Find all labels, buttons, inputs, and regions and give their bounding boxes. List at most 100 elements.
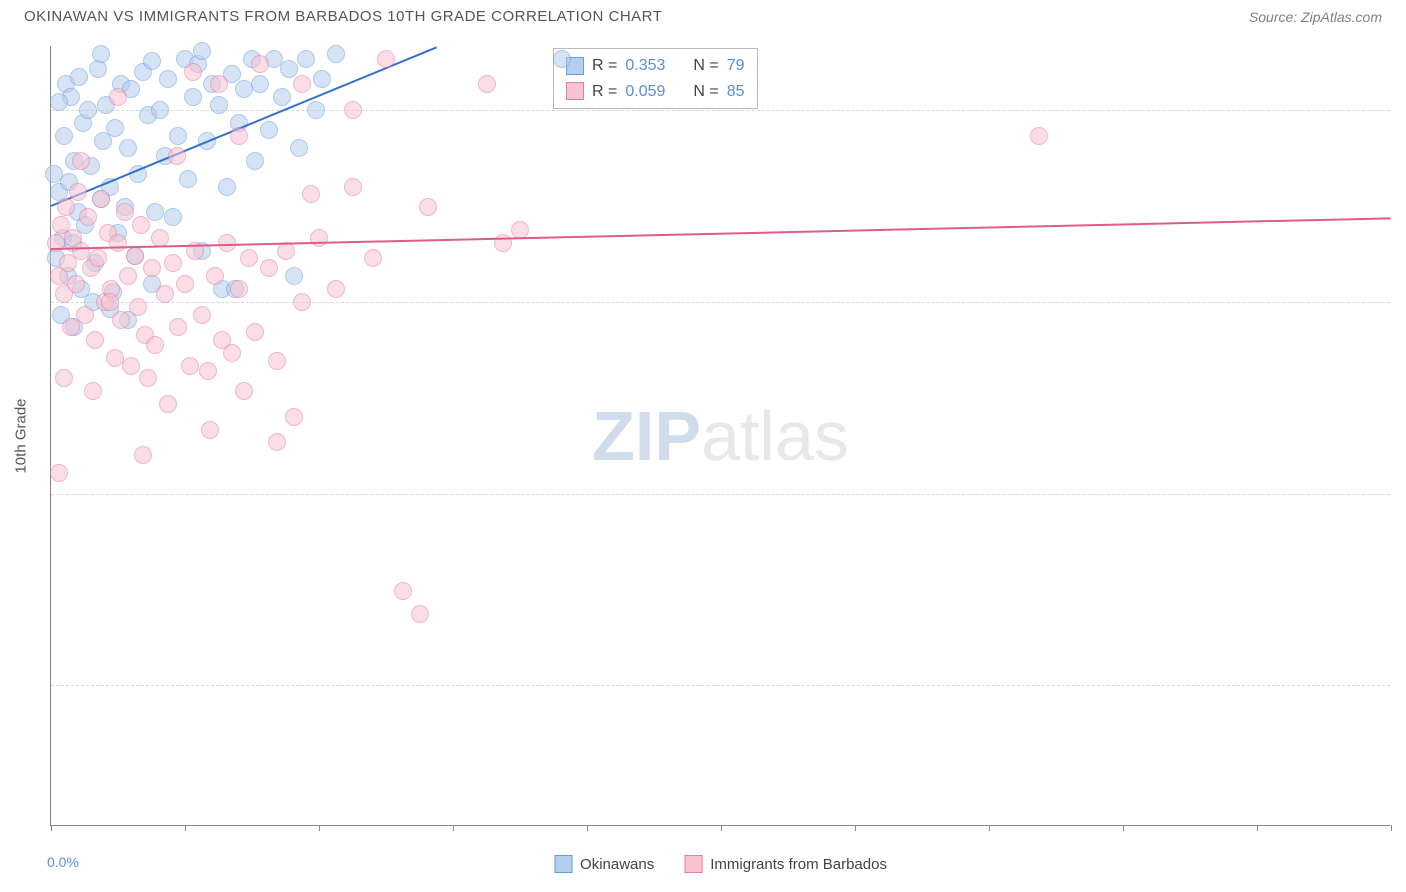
y-tick-label: 77.5% (1400, 677, 1406, 693)
watermark-right: atlas (701, 397, 849, 475)
legend-item-1: Okinawans (554, 855, 654, 873)
data-point (45, 165, 63, 183)
data-point (1030, 127, 1048, 145)
watermark-left: ZIP (592, 397, 701, 475)
data-point (139, 369, 157, 387)
grid-line (51, 494, 1390, 495)
data-point (79, 208, 97, 226)
stat-n-value: 85 (727, 79, 745, 105)
data-point (132, 216, 150, 234)
data-point (240, 249, 258, 267)
data-point (394, 582, 412, 600)
y-tick-label: 100.0% (1400, 102, 1406, 118)
data-point (251, 75, 269, 93)
data-point (134, 446, 152, 464)
data-point (478, 75, 496, 93)
data-point (230, 127, 248, 145)
data-point (553, 50, 571, 68)
data-point (184, 63, 202, 81)
data-point (116, 203, 134, 221)
data-point (119, 267, 137, 285)
stat-r-label: R = (592, 79, 617, 105)
data-point (92, 190, 110, 208)
data-point (313, 70, 331, 88)
data-point (143, 259, 161, 277)
data-point (164, 254, 182, 272)
data-point (344, 101, 362, 119)
legend-item-2: Immigrants from Barbados (684, 855, 887, 873)
data-point (297, 50, 315, 68)
legend-label-2: Immigrants from Barbados (710, 856, 887, 873)
data-point (290, 139, 308, 157)
data-point (285, 267, 303, 285)
data-point (285, 408, 303, 426)
stat-n-label: N = (693, 53, 718, 79)
stat-r-label: R = (592, 53, 617, 79)
stats-row: R =0.059N =85 (566, 79, 745, 105)
data-point (302, 185, 320, 203)
data-point (210, 75, 228, 93)
data-point (55, 369, 73, 387)
data-point (293, 75, 311, 93)
data-point (169, 127, 187, 145)
chart-area: ZIPatlas 10th Grade R =0.353N =79R =0.05… (50, 46, 1390, 826)
data-point (206, 267, 224, 285)
data-point (76, 306, 94, 324)
data-point (235, 80, 253, 98)
data-point (159, 70, 177, 88)
y-axis-title: 10th Grade (13, 398, 30, 473)
data-point (109, 88, 127, 106)
data-point (251, 55, 269, 73)
data-point (293, 293, 311, 311)
data-point (151, 101, 169, 119)
data-point (246, 152, 264, 170)
data-point (89, 60, 107, 78)
data-point (156, 285, 174, 303)
data-point (50, 93, 68, 111)
data-point (235, 382, 253, 400)
data-point (179, 170, 197, 188)
data-point (181, 357, 199, 375)
trend-line (51, 217, 1391, 250)
watermark: ZIPatlas (592, 396, 849, 476)
data-point (327, 280, 345, 298)
stats-legend-box: R =0.353N =79R =0.059N =85 (553, 48, 758, 109)
data-point (344, 178, 362, 196)
stat-n-label: N = (693, 79, 718, 105)
chart-title: OKINAWAN VS IMMIGRANTS FROM BARBADOS 10T… (24, 8, 662, 25)
data-point (310, 229, 328, 247)
x-tick (1123, 825, 1124, 831)
data-point (112, 311, 130, 329)
data-point (119, 139, 137, 157)
data-point (193, 306, 211, 324)
stats-swatch (566, 82, 584, 100)
legend-label-1: Okinawans (580, 856, 654, 873)
data-point (129, 298, 147, 316)
grid-line (51, 302, 1390, 303)
x-tick (1257, 825, 1258, 831)
legend-swatch-1 (554, 855, 572, 873)
data-point (411, 605, 429, 623)
data-point (106, 349, 124, 367)
data-point (159, 395, 177, 413)
data-point (176, 275, 194, 293)
data-point (307, 101, 325, 119)
data-point (201, 421, 219, 439)
data-point (260, 121, 278, 139)
stat-r-value: 0.353 (625, 53, 665, 79)
data-point (69, 183, 87, 201)
bottom-legend: Okinawans Immigrants from Barbados (554, 855, 887, 873)
data-point (364, 249, 382, 267)
stat-n-value: 79 (727, 53, 745, 79)
data-point (143, 52, 161, 70)
data-point (268, 352, 286, 370)
data-point (184, 88, 202, 106)
data-point (151, 229, 169, 247)
data-point (79, 101, 97, 119)
data-point (72, 152, 90, 170)
data-point (273, 88, 291, 106)
data-point (55, 127, 73, 145)
data-point (146, 336, 164, 354)
data-point (164, 208, 182, 226)
data-point (246, 323, 264, 341)
